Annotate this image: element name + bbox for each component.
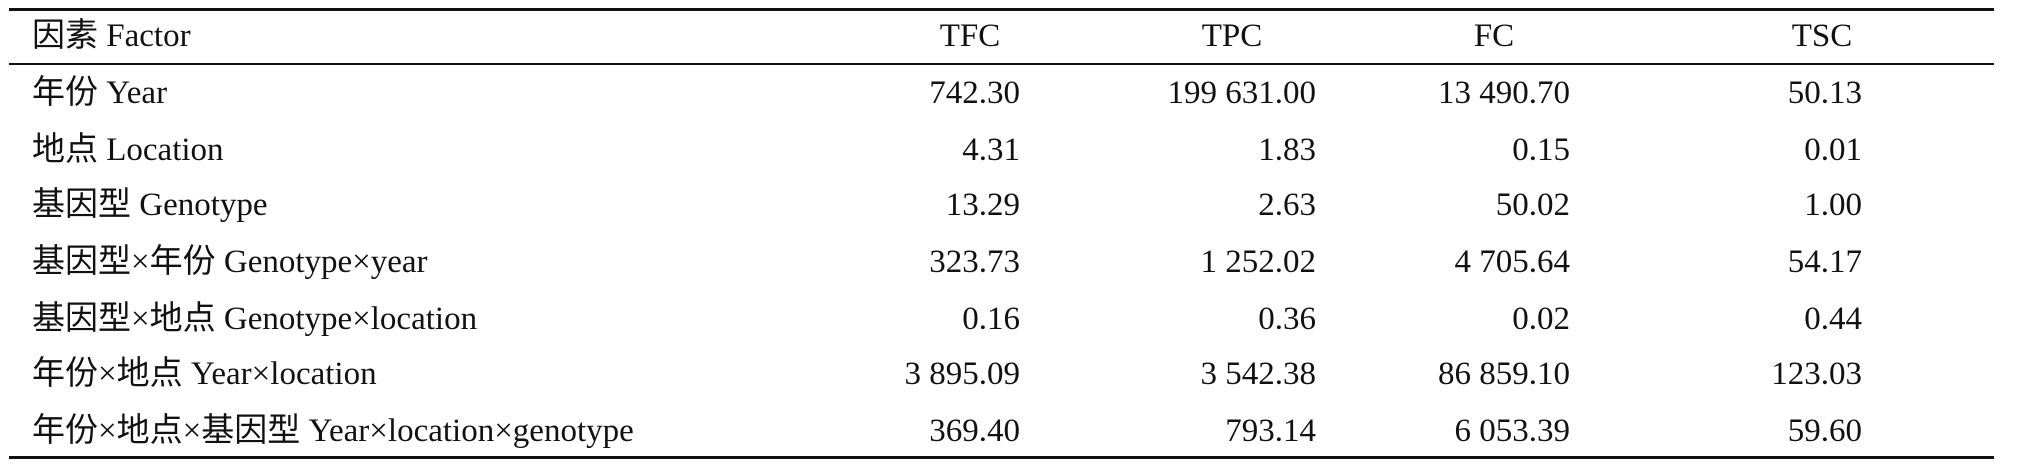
value-cell: 123.03 bbox=[1771, 356, 1862, 392]
value-cell: 13 490.70 bbox=[1438, 75, 1570, 111]
value-cell: 50.13 bbox=[1787, 75, 1862, 111]
header-cell: TPC bbox=[1201, 18, 1263, 54]
value-cell: 0.01 bbox=[1804, 132, 1862, 168]
row-label: 地点 Location bbox=[32, 132, 224, 168]
value-cell: 4.31 bbox=[962, 132, 1020, 168]
value-cell: 369.40 bbox=[929, 413, 1020, 449]
value-cell: 50.02 bbox=[1495, 187, 1570, 223]
header-rule bbox=[9, 63, 1994, 65]
row-label: 基因型×地点 Genotype×location bbox=[32, 301, 478, 337]
value-cell: 0.02 bbox=[1512, 301, 1570, 337]
value-cell: 3 542.38 bbox=[1200, 356, 1317, 392]
row-label: 基因型×年份 Genotype×year bbox=[32, 244, 428, 280]
value-cell: 0.16 bbox=[962, 301, 1020, 337]
header-cell: TFC bbox=[939, 18, 1001, 54]
row-label: 基因型 Genotype bbox=[32, 187, 268, 223]
row-label: 年份×地点 Year×location bbox=[32, 356, 377, 392]
top-rule bbox=[9, 8, 1994, 11]
value-cell: 1 252.02 bbox=[1200, 244, 1317, 280]
value-cell: 1.83 bbox=[1258, 132, 1316, 168]
value-cell: 86 859.10 bbox=[1438, 356, 1570, 392]
value-cell: 59.60 bbox=[1787, 413, 1862, 449]
header-cell: TSC bbox=[1791, 18, 1853, 54]
value-cell: 0.44 bbox=[1804, 301, 1862, 337]
value-cell: 2.63 bbox=[1258, 187, 1316, 223]
value-cell: 54.17 bbox=[1787, 244, 1862, 280]
header-cell: FC bbox=[1473, 18, 1515, 54]
value-cell: 0.15 bbox=[1512, 132, 1570, 168]
value-cell: 742.30 bbox=[929, 75, 1020, 111]
value-cell: 4 705.64 bbox=[1454, 244, 1571, 280]
value-cell: 0.36 bbox=[1258, 301, 1316, 337]
bottom-rule bbox=[9, 456, 1994, 459]
value-cell: 13.29 bbox=[945, 187, 1020, 223]
value-cell: 793.14 bbox=[1225, 413, 1316, 449]
value-cell: 323.73 bbox=[929, 244, 1020, 280]
header-cell: 因素 Factor bbox=[32, 18, 191, 54]
value-cell: 1.00 bbox=[1804, 187, 1862, 223]
value-cell: 3 895.09 bbox=[904, 356, 1021, 392]
row-label: 年份×地点×基因型 Year×location×genotype bbox=[32, 413, 634, 449]
value-cell: 6 053.39 bbox=[1454, 413, 1571, 449]
row-label: 年份 Year bbox=[32, 75, 168, 111]
value-cell: 199 631.00 bbox=[1167, 75, 1317, 111]
